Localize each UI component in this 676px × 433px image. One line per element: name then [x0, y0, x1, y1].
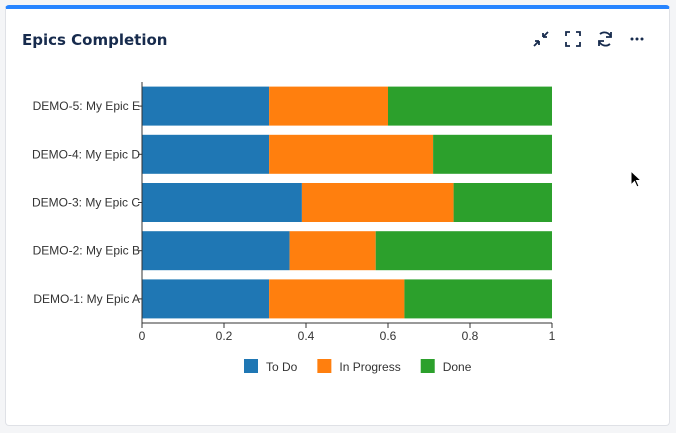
- x-tick-label: 1: [549, 329, 556, 343]
- y-tick-label: DEMO-5: My Epic E: [33, 99, 140, 113]
- bar-segment: [375, 231, 552, 271]
- x-tick-label: 0.4: [298, 329, 315, 343]
- legend-label: To Do: [266, 360, 298, 374]
- bar-segment: [301, 183, 454, 222]
- y-tick-label: DEMO-4: My Epic D: [32, 147, 140, 161]
- bar-segment: [433, 134, 552, 174]
- bar-segment: [269, 134, 434, 174]
- refresh-icon[interactable]: [595, 29, 615, 49]
- bar-segment: [142, 86, 270, 126]
- y-tick-label: DEMO-2: My Epic B: [33, 244, 140, 258]
- x-tick-label: 0.2: [216, 329, 233, 343]
- mouse-cursor-icon: [630, 170, 643, 188]
- x-tick-label: 0.6: [380, 329, 397, 343]
- bar-segment: [269, 279, 405, 319]
- legend-swatch: [317, 359, 332, 373]
- legend-swatch: [420, 359, 435, 373]
- x-tick-label: 0: [139, 329, 146, 343]
- more-icon[interactable]: [627, 29, 647, 49]
- bar-segment: [142, 183, 302, 222]
- bar-segment: [142, 134, 270, 174]
- legend-swatch: [244, 359, 258, 373]
- widget-title: Epics Completion: [22, 31, 168, 49]
- bar-segment: [289, 231, 376, 271]
- bar-segment: [404, 279, 552, 319]
- bar-segment: [142, 231, 290, 271]
- bar-segment: [388, 86, 552, 126]
- widget-toolbar: [531, 29, 647, 49]
- bar-segment: [269, 86, 388, 126]
- y-tick-label: DEMO-3: My Epic C: [32, 196, 140, 210]
- fullscreen-icon[interactable]: [563, 29, 583, 49]
- legend-label: In Progress: [339, 360, 400, 374]
- collapse-icon[interactable]: [531, 29, 551, 49]
- y-tick-label: DEMO-1: My Epic A: [33, 292, 140, 306]
- bar-segment: [453, 183, 552, 222]
- x-tick-label: 0.8: [462, 329, 479, 343]
- legend-label: Done: [443, 360, 472, 374]
- bar-segment: [142, 279, 270, 319]
